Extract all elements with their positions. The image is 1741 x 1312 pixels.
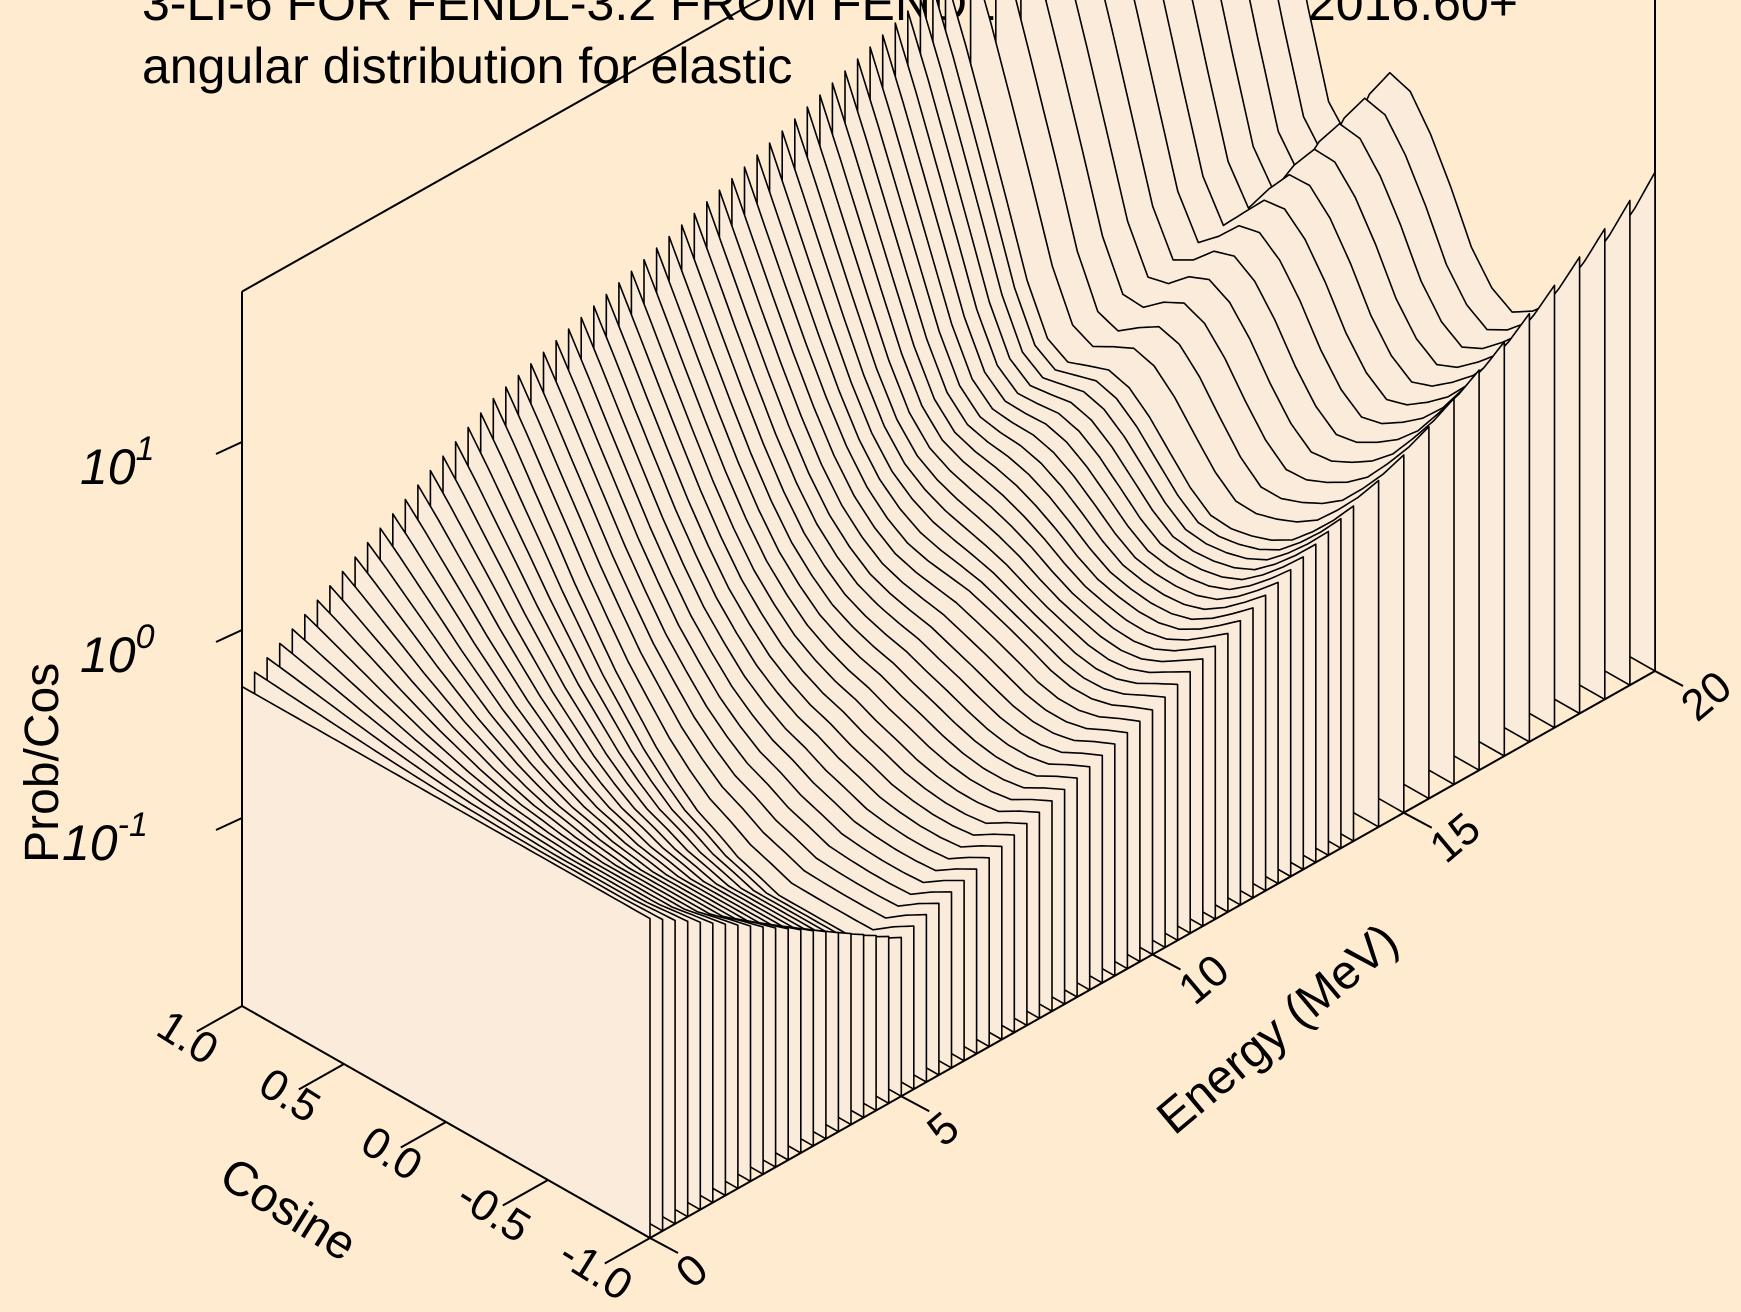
- z-tick-label: 100: [80, 618, 155, 683]
- chart-title-line2: angular distribution for elastic: [142, 38, 792, 94]
- energy-tick-20: [1654, 670, 1684, 687]
- cosine-tick-1.0: [196, 1005, 243, 1033]
- cosine-tick--1.0: [604, 1237, 651, 1265]
- z-axis-label: Prob/Cos: [16, 663, 69, 863]
- z-tick--1: [215, 817, 243, 831]
- energy-tick-0: [649, 1237, 679, 1254]
- waterfall-curves: [241, 0, 1656, 1239]
- energy-tick-15: [1403, 811, 1433, 829]
- cosine-tick-0.0: [400, 1121, 447, 1149]
- energy-tick-5: [900, 1095, 930, 1113]
- back-top-edge: [241, 0, 761, 293]
- cosine-tick--0.5: [502, 1179, 549, 1207]
- energy-curve-0: [241, 685, 651, 1239]
- cosine-tick-0.5: [298, 1063, 345, 1091]
- z-tick-0: [215, 629, 243, 643]
- z-tick-1: [215, 441, 243, 455]
- z-tick-label: 10-1: [62, 806, 148, 871]
- energy-tick-10: [1152, 953, 1181, 971]
- z-tick-label: 101: [80, 430, 155, 495]
